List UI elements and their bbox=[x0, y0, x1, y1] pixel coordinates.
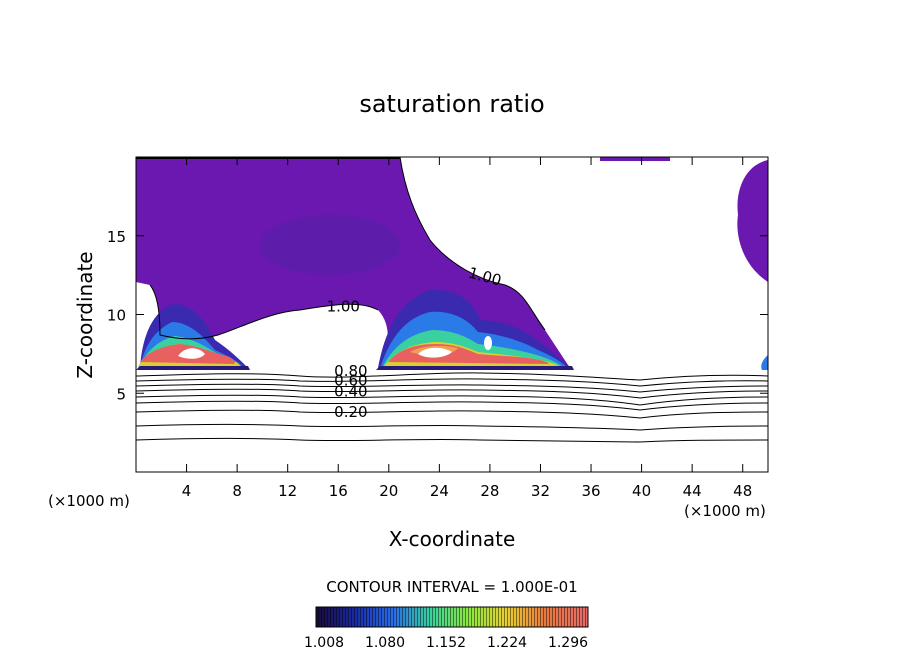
x-axis-unit: (×1000 m) bbox=[684, 502, 766, 520]
colorbar-tick-label: 1.296 bbox=[548, 635, 588, 651]
contour-label: 0.80 bbox=[334, 362, 367, 380]
supersaturated-region-right bbox=[737, 160, 768, 282]
x-tick-label: 20 bbox=[379, 482, 398, 500]
cloud-core-left bbox=[136, 304, 250, 370]
contour-label: 0.20 bbox=[334, 403, 367, 421]
y-tick-label: 10 bbox=[107, 307, 126, 325]
x-tick-label: 24 bbox=[430, 482, 449, 500]
cloud-core-right bbox=[761, 355, 768, 370]
contour-line-labels: 1.001.000.800.600.400.20 bbox=[327, 264, 504, 421]
y-axis-unit: (×1000 m) bbox=[48, 492, 130, 510]
x-axis-ticks: 4 8 12 16 20 24 28 32 36 40 44 48 bbox=[182, 157, 752, 500]
contour-label: 0.60 bbox=[334, 371, 367, 389]
contour-interval: CONTOUR INTERVAL = 1.000E-01 bbox=[326, 578, 577, 596]
contour-lines-lower bbox=[136, 372, 768, 443]
y-tick-label: 5 bbox=[116, 385, 126, 403]
x-axis-label: X-coordinate bbox=[389, 527, 516, 551]
x-tick-label: 32 bbox=[531, 482, 550, 500]
y-tick-label: 15 bbox=[107, 228, 126, 246]
cloud-core-center bbox=[376, 289, 574, 370]
y-axis-ticks: 5 10 15 bbox=[107, 228, 768, 403]
dark-patch bbox=[260, 215, 400, 275]
x-tick-label: 8 bbox=[232, 482, 242, 500]
contour-label: 0.40 bbox=[334, 382, 367, 400]
cloud-gap bbox=[484, 336, 492, 350]
x-tick-label: 44 bbox=[683, 482, 702, 500]
x-tick-label: 28 bbox=[480, 482, 499, 500]
colorbar-tick-label: 1.224 bbox=[487, 635, 527, 651]
colorbar bbox=[315, 606, 589, 628]
colorbar-tick-label: 1.152 bbox=[426, 635, 466, 651]
x-tick-label: 16 bbox=[329, 482, 348, 500]
colorbar-tick-label: 1.008 bbox=[304, 635, 344, 651]
x-tick-label: 40 bbox=[632, 482, 651, 500]
colorbar-tick-label: 1.080 bbox=[365, 635, 405, 651]
plot-area bbox=[136, 157, 768, 443]
top-strip bbox=[600, 157, 670, 161]
contour-line-1.00-left bbox=[149, 284, 379, 340]
contour-line-1.00 bbox=[399, 157, 546, 331]
x-tick-label: 12 bbox=[278, 482, 297, 500]
contour-label: 1.00 bbox=[327, 297, 360, 315]
colorbar-tick-labels: 1.008 1.080 1.152 1.224 1.296 bbox=[304, 635, 588, 651]
x-tick-label: 4 bbox=[182, 482, 192, 500]
x-tick-label: 36 bbox=[581, 482, 600, 500]
x-tick-label: 48 bbox=[733, 482, 752, 500]
chart-title: saturation ratio bbox=[359, 90, 544, 118]
y-axis-label: Z-coordinate bbox=[73, 251, 97, 378]
